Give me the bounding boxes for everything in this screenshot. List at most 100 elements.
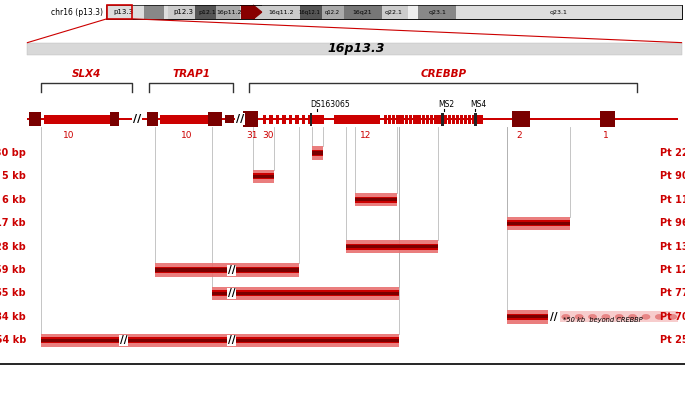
Bar xyxy=(507,315,548,319)
Text: //: // xyxy=(133,114,141,124)
Text: *50 kb  beyond CREBBP: *50 kb beyond CREBBP xyxy=(563,317,643,323)
Bar xyxy=(173,115,177,124)
Text: p13.3: p13.3 xyxy=(113,9,134,15)
Bar xyxy=(178,115,182,124)
Bar xyxy=(300,5,322,19)
Bar xyxy=(355,198,397,201)
Bar xyxy=(27,43,682,55)
Bar xyxy=(225,115,234,123)
Bar xyxy=(276,115,279,124)
Text: p12.1: p12.1 xyxy=(199,10,216,15)
Bar xyxy=(471,115,475,124)
Text: DS163065: DS163065 xyxy=(310,99,350,109)
Bar xyxy=(65,115,68,124)
Text: //: // xyxy=(228,335,235,345)
Text: 10: 10 xyxy=(181,131,192,140)
Text: 154 kb: 154 kb xyxy=(0,335,26,345)
Bar xyxy=(346,240,438,253)
Text: 28 kb: 28 kb xyxy=(0,242,26,252)
Bar xyxy=(71,115,73,124)
Bar xyxy=(62,115,64,124)
Bar xyxy=(68,115,71,124)
Bar xyxy=(456,5,682,19)
Text: 16q21: 16q21 xyxy=(353,10,372,15)
Bar xyxy=(53,115,55,124)
Bar xyxy=(197,115,200,124)
Circle shape xyxy=(615,314,623,319)
Bar xyxy=(80,115,83,124)
Bar xyxy=(201,115,205,124)
Bar xyxy=(147,112,158,126)
Bar xyxy=(384,115,387,124)
Bar xyxy=(382,5,408,19)
Bar xyxy=(456,115,459,124)
Text: TRAP1: TRAP1 xyxy=(172,69,210,79)
Bar xyxy=(322,5,344,19)
Bar xyxy=(269,115,273,124)
Text: //: // xyxy=(551,312,558,322)
Text: //: // xyxy=(228,288,235,298)
Text: 30: 30 xyxy=(263,131,274,140)
Bar xyxy=(262,5,300,19)
Bar xyxy=(56,115,59,124)
Bar xyxy=(155,268,299,272)
Text: Pt 121: Pt 121 xyxy=(660,265,685,275)
Bar xyxy=(312,146,323,160)
Bar xyxy=(27,118,678,120)
Bar xyxy=(44,115,47,124)
Bar xyxy=(421,115,425,124)
Bar xyxy=(110,112,119,126)
Bar xyxy=(107,115,110,124)
Circle shape xyxy=(601,314,610,319)
Bar xyxy=(289,115,292,124)
Text: Pt 229: Pt 229 xyxy=(660,148,685,158)
Bar xyxy=(360,115,364,124)
Text: MS2: MS2 xyxy=(438,99,455,109)
Text: 16p11.2: 16p11.2 xyxy=(216,10,242,15)
Bar xyxy=(41,334,399,347)
Bar xyxy=(106,5,682,19)
Bar xyxy=(321,115,324,124)
Bar xyxy=(341,115,345,124)
Circle shape xyxy=(642,314,650,319)
Bar xyxy=(95,115,97,124)
Bar xyxy=(444,115,447,124)
Bar xyxy=(253,175,274,178)
Bar xyxy=(468,115,471,124)
Text: //: // xyxy=(228,265,235,275)
Circle shape xyxy=(588,314,597,319)
Bar xyxy=(507,222,570,225)
Bar xyxy=(464,115,467,124)
Bar xyxy=(253,170,274,183)
Bar xyxy=(434,115,438,124)
Bar xyxy=(354,115,358,124)
Bar xyxy=(310,113,312,125)
Bar xyxy=(426,115,429,124)
Text: 17 kb: 17 kb xyxy=(0,218,26,228)
Bar xyxy=(334,115,338,124)
Text: 16q12.1: 16q12.1 xyxy=(299,10,321,15)
Bar xyxy=(168,5,195,19)
Text: chr16 (p13.3): chr16 (p13.3) xyxy=(51,8,103,17)
Bar xyxy=(186,115,190,124)
Polygon shape xyxy=(245,5,262,19)
Bar xyxy=(312,150,323,156)
Bar xyxy=(98,115,101,124)
Bar xyxy=(89,115,92,124)
Text: Pt 134: Pt 134 xyxy=(660,242,685,252)
Bar xyxy=(188,115,192,124)
Bar xyxy=(388,115,391,124)
Bar xyxy=(377,115,380,124)
Text: 65 kb: 65 kb xyxy=(0,288,26,298)
Bar xyxy=(77,115,79,124)
Bar xyxy=(409,115,412,124)
Text: 12: 12 xyxy=(360,131,371,140)
Text: Pt 77: Pt 77 xyxy=(660,288,685,298)
Bar xyxy=(59,115,62,124)
Bar xyxy=(364,115,367,124)
Bar xyxy=(212,287,399,300)
Text: p12.3: p12.3 xyxy=(173,9,193,15)
Bar xyxy=(263,115,266,124)
Bar xyxy=(408,5,418,19)
Bar xyxy=(92,115,95,124)
